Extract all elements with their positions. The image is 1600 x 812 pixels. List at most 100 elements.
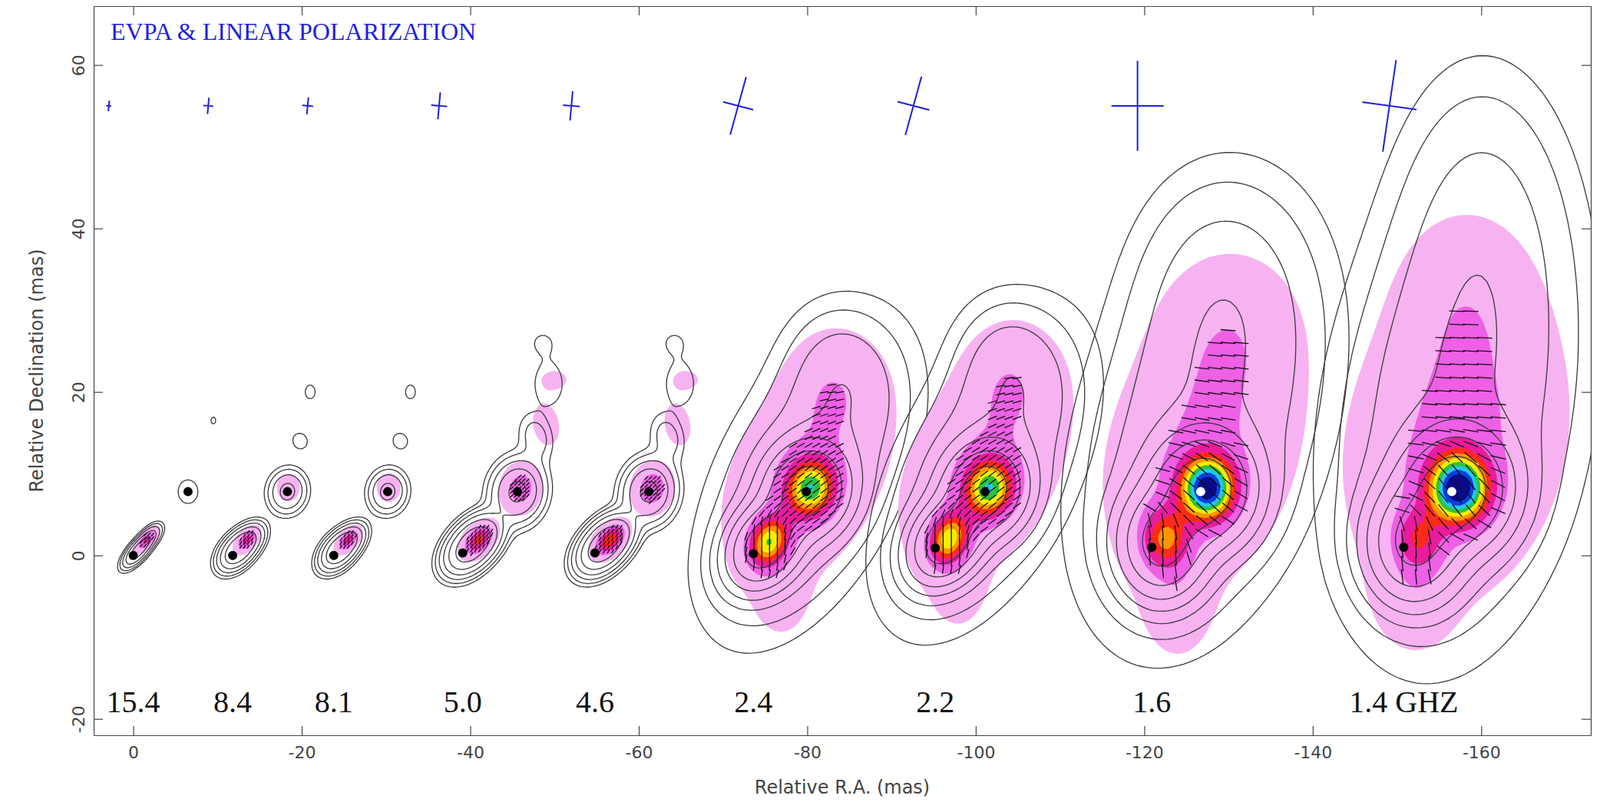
frequency-label: 5.0	[443, 684, 483, 720]
polarization-band	[1342, 214, 1570, 651]
frequency-label: 15.4	[106, 684, 161, 720]
tick-mark	[638, 726, 640, 736]
tick	[1581, 228, 1591, 230]
core-dot	[748, 549, 758, 559]
tick-mark	[469, 726, 471, 736]
knot-dot	[512, 487, 523, 497]
panel	[203, 97, 316, 579]
y-axis-title: Relative Declination (mas)	[26, 248, 48, 493]
frequency-label: 2.4	[733, 684, 773, 720]
tick	[1143, 6, 1145, 16]
axis-line	[94, 6, 1592, 7]
beam-cross	[1111, 60, 1164, 151]
evpa-sticks	[239, 530, 254, 549]
knot-dot	[644, 487, 654, 497]
knot-dot	[282, 487, 292, 497]
beam-cross	[431, 92, 448, 120]
beam-cross	[105, 100, 112, 112]
tick-mark	[1480, 6, 1482, 16]
knot-dot	[1196, 487, 1206, 497]
intensity-contour	[1356, 274, 1528, 615]
intensity-contour	[449, 481, 526, 569]
beam-cross	[562, 91, 580, 121]
tick-mark	[469, 6, 471, 16]
evpa-sticks	[1143, 330, 1249, 592]
polarization-band	[934, 460, 1012, 559]
tick: -100	[956, 726, 996, 763]
frequency-label: 2.2	[915, 684, 955, 720]
frequency-label: 8.4	[213, 684, 252, 720]
intensity-contour	[588, 526, 622, 562]
evpa-sticks	[1394, 310, 1506, 585]
tick	[133, 6, 135, 16]
frequency-label: 1.6	[1132, 684, 1171, 720]
panel	[302, 97, 416, 580]
tick-label: -20	[288, 743, 317, 763]
intensity-contour	[1096, 221, 1296, 624]
evpa-sticks	[924, 377, 1022, 575]
tick-label: -120	[1125, 743, 1164, 763]
knot-dot	[980, 487, 990, 497]
tick-mark	[132, 6, 134, 16]
tick	[1581, 65, 1591, 67]
intensity-contour	[117, 417, 216, 574]
tick	[1581, 392, 1591, 394]
tick: 40	[69, 218, 103, 240]
tick-label: 0	[69, 550, 89, 562]
core-dot	[228, 551, 238, 561]
intensity-contour	[1127, 439, 1247, 586]
evpa-sticks	[139, 532, 154, 548]
intensity-contour	[1083, 181, 1326, 640]
tick-label: -80	[793, 743, 822, 763]
chart-svg: 0-20-40-60-80-100-120-140-160-200204060R…	[0, 0, 1600, 812]
polarization-band	[465, 475, 533, 555]
axis-line	[93, 6, 95, 737]
evpa-sticks	[340, 530, 358, 549]
title: EVPA & LINEAR POLARIZATION	[110, 17, 477, 46]
polarization-band	[753, 461, 834, 562]
tick-mark	[93, 719, 103, 721]
tick: 0	[69, 550, 103, 562]
intensity-contour	[1366, 419, 1515, 602]
intensity-contour	[567, 422, 680, 584]
intensity-contour	[1061, 152, 1349, 669]
x-axis-title: Relative R.A. (mas)	[754, 776, 930, 799]
tick-mark	[1143, 6, 1145, 16]
tick-mark	[975, 6, 977, 16]
tick-mark	[1312, 726, 1314, 736]
intensity-contour	[581, 481, 658, 569]
tick: 0	[128, 726, 139, 763]
tick-mark	[1480, 726, 1482, 736]
intensity-contour	[733, 451, 843, 582]
plot-area	[105, 55, 1591, 684]
polarization-band	[1390, 306, 1508, 589]
intensity-contour	[898, 377, 1041, 597]
tick: 20	[69, 381, 103, 404]
tick-label: -20	[69, 705, 89, 734]
frequency-label: 1.4 GHZ	[1348, 684, 1458, 720]
polarization-band	[1411, 447, 1491, 549]
polarization-band	[603, 533, 617, 548]
core-dot	[458, 548, 468, 559]
tick: -120	[1125, 726, 1164, 763]
tick-label: -160	[1462, 743, 1501, 763]
intensity-contour	[432, 335, 563, 588]
tick: -140	[1293, 726, 1333, 763]
tick-label: 60	[69, 54, 89, 77]
intensity-contour	[1106, 300, 1271, 612]
intensity-contour	[122, 526, 160, 569]
tick	[1581, 555, 1591, 557]
tick-mark	[93, 228, 103, 230]
polarization-band	[1193, 472, 1220, 504]
tick: 60	[69, 54, 103, 77]
evpa-sticks	[744, 384, 845, 579]
tick-label: 40	[69, 218, 89, 240]
tick: -60	[625, 726, 654, 763]
beam-cross	[723, 76, 754, 135]
tick-mark	[93, 65, 103, 67]
panel	[1061, 60, 1349, 668]
tick	[1480, 6, 1482, 16]
axis-line	[94, 735, 1592, 737]
chart-container: 0-20-40-60-80-100-120-140-160-200204060R…	[0, 0, 1600, 812]
background	[0, 0, 1600, 812]
